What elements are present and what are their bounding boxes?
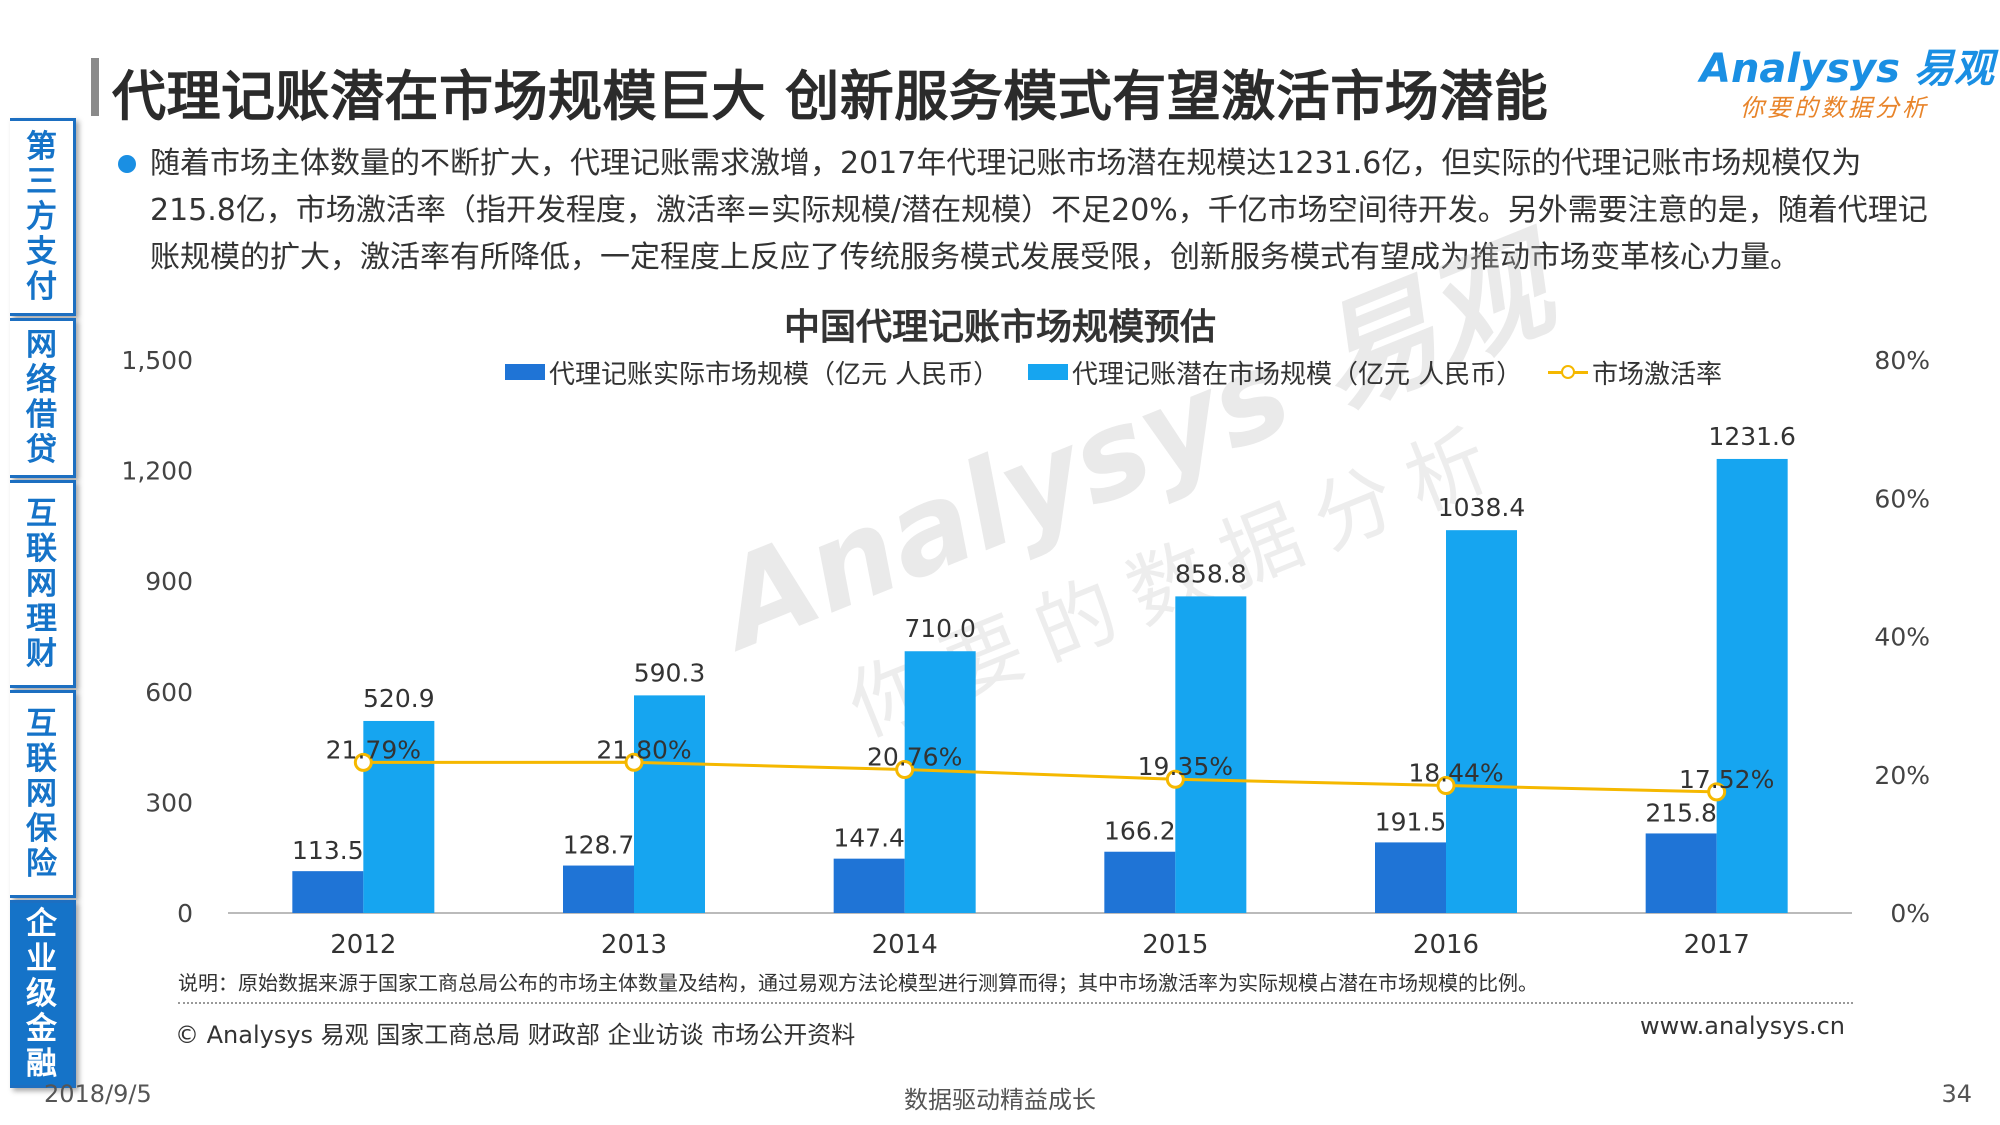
legend-label-actual: 代理记账实际市场规模（亿元 人民币） (549, 359, 1000, 390)
rate-label: 19.35% (1138, 752, 1233, 781)
rate-point-2017 (1707, 782, 1727, 802)
bar-actual-label: 147.4 (833, 824, 905, 853)
legend-item-rate: 市场激活率 (1548, 352, 1722, 392)
legend-item-potential: 代理记账潜在市场规模（亿元 人民币） (1028, 352, 1522, 392)
chart-legend: 代理记账实际市场规模（亿元 人民币） 代理记账潜在市场规模（亿元 人民币） 市场… (0, 352, 2000, 392)
sidebar-tab-4[interactable]: 企业级金融 (10, 900, 76, 1088)
x-tick-label: 2012 (330, 930, 396, 960)
rate-label: 17.52% (1679, 765, 1774, 794)
y-right-tick-label: 0% (1890, 899, 1930, 928)
bar-potential-label: 1038.4 (1438, 493, 1525, 522)
analysys-logo: Analysys 易观 你要的数据分析 (1700, 36, 1994, 126)
y-right-tick-label: 40% (1874, 623, 1930, 652)
legend-item-actual: 代理记账实际市场规模（亿元 人民币） (505, 352, 999, 392)
rate-point-2012 (353, 752, 373, 772)
rate-line (363, 760, 1717, 794)
y-right-tick-label: 20% (1874, 761, 1930, 790)
chart-title: 中国代理记账市场规模预估 (783, 307, 1216, 348)
y-left-tick-label: 900 (145, 567, 193, 596)
summary-paragraph: 随着市场主体数量的不断扩大，代理记账需求激增，2017年代理记账市场潜在规模达1… (150, 146, 1928, 275)
bar-potential-2013 (634, 695, 705, 913)
bar-actual-label: 215.8 (1645, 798, 1717, 827)
rate-point-2013 (624, 752, 644, 772)
x-tick-label: 2015 (1142, 930, 1208, 960)
legend-swatch-actual (505, 364, 545, 380)
y-left-tick-label: 1,200 (121, 457, 193, 486)
title-accent-bar (91, 58, 99, 116)
footer-date: 2018/9/5 (44, 1080, 152, 1108)
bar-actual-2015 (1104, 851, 1176, 913)
bar-potential-label: 520.9 (363, 684, 435, 713)
rate-point-2016 (1436, 776, 1456, 796)
bar-actual-label: 128.7 (563, 831, 635, 860)
bar-actual-2016 (1375, 842, 1446, 913)
footer-slogan: 数据驱动精益成长 (904, 1086, 1096, 1114)
y-left-tick-label: 0 (177, 899, 193, 928)
x-tick-label: 2017 (1684, 930, 1750, 960)
logo-tagline: 你要的数据分析 (1740, 94, 1929, 122)
bar-actual-2012 (292, 871, 364, 913)
bar-potential-2012 (363, 720, 435, 913)
bar-actual-label: 191.5 (1375, 807, 1447, 836)
bar-actual-2017 (1645, 833, 1717, 913)
y-left-tick-label: 600 (145, 678, 193, 707)
bullet-icon (118, 155, 136, 173)
x-tick-label: 2013 (601, 930, 667, 960)
rate-point-2015 (1165, 769, 1185, 789)
website-link[interactable]: www.analysys.cn (1639, 1012, 1845, 1040)
page-number: 34 (1941, 1080, 1972, 1108)
sidebar-tab-2[interactable]: 互联网理财 (10, 480, 76, 688)
bar-potential-label: 710.0 (904, 614, 976, 643)
rate-label: 18.44% (1408, 759, 1503, 788)
bar-actual-2013 (563, 865, 634, 913)
bar-actual-label: 166.2 (1104, 817, 1176, 846)
logo-main-text: Analysys 易观 (1700, 46, 1994, 92)
rate-label: 20.76% (867, 742, 962, 771)
legend-line-rate (1548, 364, 1588, 380)
y-right-tick-label: 80% (1874, 346, 1930, 375)
sidebar-tab-1[interactable]: 网络借贷 (10, 318, 76, 478)
rate-label: 21.79% (326, 735, 421, 764)
legend-label-rate: 市场激活率 (1592, 359, 1723, 390)
bar-potential-2014 (904, 651, 976, 913)
bar-potential-label: 858.8 (1175, 559, 1247, 588)
y-left-tick-label: 300 (145, 788, 193, 817)
sidebar-tab-3[interactable]: 互联网保险 (10, 690, 76, 898)
bar-actual-2014 (833, 858, 905, 913)
sidebar-tab-0[interactable]: 第三方支付 (10, 118, 76, 316)
bar-potential-2016 (1446, 530, 1517, 913)
legend-swatch-potential (1028, 364, 1068, 380)
rate-point-2014 (895, 759, 915, 779)
x-tick-label: 2014 (872, 930, 938, 960)
legend-label-potential: 代理记账潜在市场规模（亿元 人民币） (1072, 359, 1523, 390)
x-tick-label: 2016 (1413, 930, 1479, 960)
chart-note: 说明：原始数据来源于国家工商总局公布的市场主体数量及结构，通过易观方法论模型进行… (178, 971, 1538, 995)
bar-actual-label: 113.5 (292, 836, 364, 865)
page-title: 代理记账潜在市场规模巨大 创新服务模式有望激活市场潜能 (112, 65, 1549, 128)
bar-potential-label: 590.3 (634, 658, 706, 687)
divider (178, 1002, 1853, 1004)
bar-potential-2015 (1175, 596, 1247, 913)
bar-potential-2017 (1716, 458, 1788, 913)
data-source: © Analysys 易观 国家工商总局 财政部 企业访谈 市场公开资料 (175, 1021, 856, 1049)
y-left-tick-label: 1,500 (121, 346, 193, 375)
rate-label: 21.80% (596, 735, 691, 764)
y-right-tick-label: 60% (1874, 484, 1930, 513)
bar-potential-label: 1231.6 (1708, 422, 1795, 451)
